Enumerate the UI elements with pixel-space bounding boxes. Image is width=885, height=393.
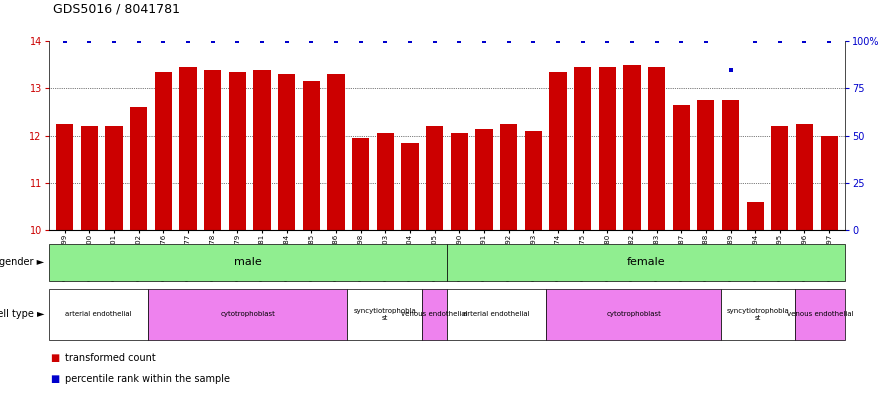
Bar: [352, 138, 369, 230]
Bar: [155, 72, 172, 230]
Bar: [720, 289, 796, 340]
Point: [723, 66, 737, 73]
Bar: [623, 65, 641, 230]
Bar: [49, 244, 447, 281]
Text: syncytiotrophobla
st: syncytiotrophobla st: [727, 308, 789, 321]
Point: [822, 38, 836, 44]
Point: [502, 38, 516, 44]
Text: venous endothelial: venous endothelial: [401, 311, 468, 318]
Point: [181, 38, 195, 44]
Text: ■: ■: [50, 374, 59, 384]
Point: [797, 38, 812, 44]
Text: transformed count: transformed count: [65, 353, 156, 363]
Bar: [105, 126, 123, 230]
Bar: [401, 143, 419, 230]
Text: cytotrophoblast: cytotrophoblast: [220, 311, 275, 318]
Bar: [747, 202, 764, 230]
Point: [575, 38, 589, 44]
Point: [280, 38, 294, 44]
Point: [378, 38, 392, 44]
Text: arterial endothelial: arterial endothelial: [464, 311, 530, 318]
Bar: [49, 289, 149, 340]
Text: percentile rank within the sample: percentile rank within the sample: [65, 374, 229, 384]
Text: ■: ■: [50, 353, 59, 363]
Point: [353, 38, 367, 44]
Point: [107, 38, 121, 44]
Text: gender ►: gender ►: [0, 257, 44, 267]
Bar: [149, 289, 347, 340]
Point: [650, 38, 664, 44]
Bar: [81, 126, 98, 230]
Text: female: female: [627, 257, 666, 267]
Bar: [204, 70, 221, 230]
Bar: [796, 289, 845, 340]
Point: [329, 38, 343, 44]
Point: [477, 38, 491, 44]
Bar: [796, 124, 813, 230]
Point: [527, 38, 541, 44]
Bar: [820, 136, 838, 230]
Point: [674, 38, 689, 44]
Bar: [278, 74, 296, 230]
Bar: [771, 126, 789, 230]
Bar: [475, 129, 493, 230]
Bar: [327, 74, 344, 230]
Text: cell type ►: cell type ►: [0, 309, 44, 320]
Point: [157, 38, 171, 44]
Point: [625, 38, 639, 44]
Point: [304, 38, 319, 44]
Bar: [722, 100, 739, 230]
Text: GDS5016 / 8041781: GDS5016 / 8041781: [53, 3, 181, 16]
Bar: [180, 67, 196, 230]
Text: cytotrophoblast: cytotrophoblast: [606, 311, 661, 318]
Bar: [573, 67, 591, 230]
Bar: [303, 81, 320, 230]
Point: [600, 38, 614, 44]
Bar: [525, 131, 542, 230]
Point: [230, 38, 244, 44]
Bar: [130, 107, 147, 230]
Bar: [598, 67, 616, 230]
Text: syncytiotrophobla
st: syncytiotrophobla st: [353, 308, 416, 321]
Bar: [500, 124, 517, 230]
Point: [550, 38, 565, 44]
Point: [205, 38, 219, 44]
Point: [748, 38, 762, 44]
Bar: [422, 289, 447, 340]
Bar: [56, 124, 73, 230]
Text: arterial endothelial: arterial endothelial: [65, 311, 132, 318]
Bar: [377, 133, 394, 230]
Bar: [673, 105, 689, 230]
Point: [255, 38, 269, 44]
Point: [58, 38, 72, 44]
Bar: [253, 70, 271, 230]
Text: male: male: [234, 257, 262, 267]
Bar: [546, 289, 720, 340]
Point: [773, 38, 787, 44]
Point: [82, 38, 96, 44]
Point: [427, 38, 442, 44]
Point: [699, 38, 713, 44]
Bar: [228, 72, 246, 230]
Bar: [447, 244, 845, 281]
Point: [452, 38, 466, 44]
Bar: [347, 289, 422, 340]
Bar: [648, 67, 666, 230]
Point: [132, 38, 146, 44]
Bar: [426, 126, 443, 230]
Text: venous endothelial: venous endothelial: [787, 311, 854, 318]
Point: [403, 38, 417, 44]
Bar: [447, 289, 546, 340]
Bar: [450, 133, 468, 230]
Bar: [550, 72, 566, 230]
Bar: [697, 100, 714, 230]
